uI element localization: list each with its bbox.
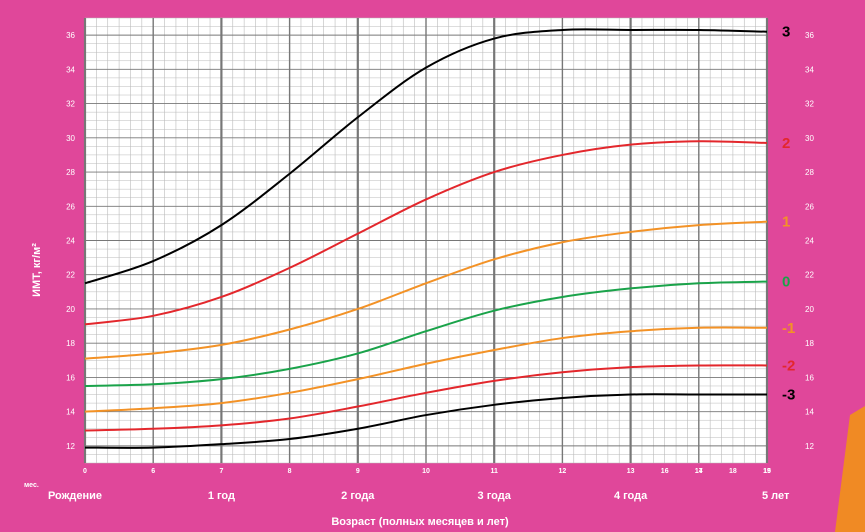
z-curve-minus2: [84, 364, 768, 432]
accent-tab: [835, 406, 865, 532]
z-label-minus1: -1: [782, 320, 795, 337]
z-curve-1: [84, 220, 768, 360]
z-curve-minus3: [84, 393, 767, 449]
x-month-tick: 12: [559, 468, 567, 475]
x-axis-title: Возраст (полных месяцев и лет): [331, 516, 509, 528]
y-tick-label: 22: [66, 271, 75, 280]
x-year-label: 5 лет: [762, 490, 790, 502]
x-ticks: 0 6 7 8 9 10 11 12 13 14 15 16 17 18 19 Рождение 1 год 2 …: [48, 468, 790, 502]
x-month-tick: 10: [422, 468, 430, 475]
z-label-minus2: -2: [782, 357, 795, 374]
y-tick-label: 16: [805, 373, 814, 382]
z-label-0: 0: [782, 274, 790, 291]
x-month-tick: 15: [763, 468, 771, 475]
y-tick-label: 32: [66, 100, 75, 109]
x-year-label: 4 года: [614, 490, 648, 502]
z-curve-2: [84, 140, 768, 326]
z-score-labels: 3 2 1 0 -1 -2 -3: [782, 24, 795, 404]
y-tick-label: 24: [805, 237, 814, 246]
z-curve-minus1: [84, 326, 768, 413]
x-month-tick: 14: [695, 468, 703, 475]
x-month-tick: 13: [627, 468, 635, 475]
y-tick-label: 30: [66, 134, 75, 143]
z-curve-3: [84, 28, 768, 285]
x-year-label: 2 года: [341, 490, 375, 502]
y-ticks-right: 12 14 16 18 20 22 24 26 28 30 32 34 36: [805, 31, 814, 451]
y-tick-label: 20: [66, 305, 75, 314]
month-unit-label: мес.: [24, 482, 39, 489]
y-tick-label: 36: [805, 31, 814, 40]
x-month-tick: 16: [661, 468, 669, 475]
y-tick-label: 20: [805, 305, 814, 314]
y-tick-label: 28: [66, 168, 75, 177]
y-axis-title: ИМТ, кг/м²: [31, 243, 43, 297]
x-year-label: 3 года: [478, 490, 512, 502]
y-tick-label: 22: [805, 271, 814, 280]
y-tick-label: 12: [805, 442, 814, 451]
z-curve-0: [84, 280, 768, 387]
y-ticks-left: 12 14 16 18 20 22 24 26 28 30 32 34 36: [66, 31, 75, 451]
z-label-1: 1: [782, 214, 790, 231]
x-month-tick: 6: [151, 468, 155, 475]
y-tick-label: 24: [66, 237, 75, 246]
z-label-3: 3: [782, 24, 790, 41]
z-label-minus3: -3: [782, 387, 795, 404]
major-grid: [83, 18, 769, 463]
y-tick-label: 14: [805, 408, 814, 417]
x-year-label: 1 год: [208, 490, 235, 502]
y-tick-label: 18: [805, 339, 814, 348]
x-month-tick: 8: [288, 468, 292, 475]
x-year-label: Рождение: [48, 490, 102, 502]
y-tick-label: 32: [805, 100, 814, 109]
y-tick-label: 28: [805, 168, 814, 177]
y-tick-label: 26: [66, 202, 75, 211]
x-month-tick: 7: [219, 468, 223, 475]
x-month-tick: 17: [695, 468, 703, 475]
y-tick-label: 16: [66, 373, 75, 382]
y-tick-label: 34: [66, 65, 75, 74]
y-tick-label: 34: [805, 65, 814, 74]
x-month-tick: 9: [356, 468, 360, 475]
x-month-tick: 11: [490, 468, 498, 475]
z-score-curves: [84, 28, 768, 449]
x-month-tick: 18: [729, 468, 737, 475]
y-tick-label: 12: [66, 442, 75, 451]
x-month-tick: 0: [83, 468, 87, 475]
x-month-tick: 19: [763, 468, 771, 475]
y-tick-label: 18: [66, 339, 75, 348]
y-tick-label: 26: [805, 202, 814, 211]
y-tick-label: 14: [66, 408, 75, 417]
y-tick-label: 30: [805, 134, 814, 143]
z-label-2: 2: [782, 135, 790, 152]
y-tick-label: 36: [66, 31, 75, 40]
